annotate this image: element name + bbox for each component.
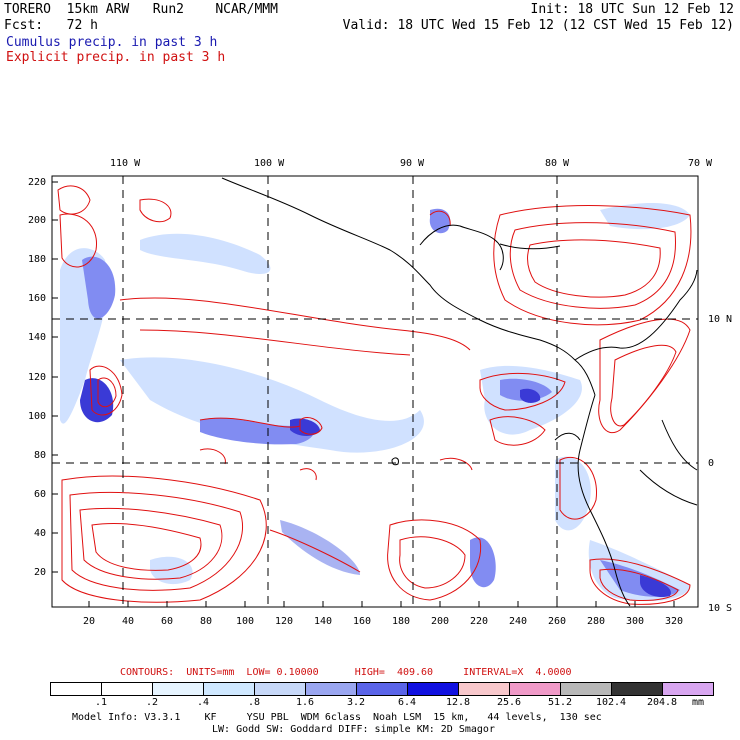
colorbar-swatch xyxy=(408,683,459,695)
colorbar-swatch xyxy=(51,683,102,695)
lon-label: 70 W xyxy=(688,158,713,169)
axis-ticks xyxy=(52,181,675,607)
y-tick-label: 100 xyxy=(28,411,46,422)
y-tick-label: 200 xyxy=(28,215,46,226)
header-init-time: Init: 18 UTC Sun 12 Feb 12 xyxy=(530,2,735,17)
x-tick-labels: 20 40 60 80 100 120 140 160 180 200 220 … xyxy=(83,616,683,627)
x-tick-label: 280 xyxy=(587,616,605,627)
x-tick-label: 300 xyxy=(626,616,644,627)
colorbar-label: .1 xyxy=(94,697,108,708)
x-tick-label: 40 xyxy=(122,616,134,627)
lon-label: 90 W xyxy=(400,158,425,169)
y-tick-label: 40 xyxy=(34,528,46,539)
coastlines xyxy=(221,177,698,607)
x-tick-label: 120 xyxy=(275,616,293,627)
colorbar-swatch xyxy=(459,683,510,695)
legend-cumulus-precip: Cumulus precip. in past 3 h xyxy=(6,35,218,50)
colorbar-swatch xyxy=(255,683,306,695)
colorbar-label: 204.8 xyxy=(646,697,678,708)
lat-label: 10 S xyxy=(708,603,732,614)
x-tick-label: 80 xyxy=(200,616,212,627)
colorbar-label: 102.4 xyxy=(595,697,627,708)
colorbar-label: .2 xyxy=(145,697,159,708)
header-valid-time: Valid: 18 UTC Wed 15 Feb 12 (12 CST Wed … xyxy=(342,18,734,33)
x-tick-label: 320 xyxy=(665,616,683,627)
x-tick-label: 140 xyxy=(314,616,332,627)
model-info-line2: LW: Godd SW: Goddard DIFF: simple KM: 2D… xyxy=(212,724,495,735)
colorbar-label: 12.8 xyxy=(445,697,471,708)
y-tick-label: 160 xyxy=(28,293,46,304)
colorbar-swatch xyxy=(102,683,153,695)
colorbar-swatch xyxy=(663,683,713,695)
precip-map: 110 W 100 W 90 W 80 W 70 W 10 N 0 10 S 2… xyxy=(28,158,732,627)
y-tick-label: 120 xyxy=(28,372,46,383)
colorbar-label: .8 xyxy=(247,697,261,708)
colorbar-unit: mm xyxy=(691,697,705,708)
colorbar-swatch xyxy=(153,683,204,695)
colorbar-swatch xyxy=(612,683,663,695)
colorbar-label: 51.2 xyxy=(547,697,573,708)
colorbar-label: 6.4 xyxy=(397,697,417,708)
header-forecast-hour: Fcst: 72 h xyxy=(4,18,98,33)
colorbar-label: 3.2 xyxy=(346,697,366,708)
x-tick-label: 160 xyxy=(353,616,371,627)
colorbar xyxy=(50,682,714,696)
lon-labels: 110 W 100 W 90 W 80 W 70 W xyxy=(110,158,713,169)
lat-lon-grid xyxy=(52,176,698,607)
colorbar-label: 1.6 xyxy=(295,697,315,708)
lat-label: 0 xyxy=(708,458,714,469)
contours-info: CONTOURS: UNITS=mm LOW= 0.10000 HIGH= 40… xyxy=(120,667,572,678)
x-tick-label: 260 xyxy=(548,616,566,627)
y-tick-labels: 220 200 180 160 140 120 100 80 60 40 20 xyxy=(28,177,46,578)
x-tick-label: 200 xyxy=(431,616,449,627)
colorbar-label: .4 xyxy=(196,697,210,708)
x-tick-label: 220 xyxy=(470,616,488,627)
header-line1-left: TORERO 15km ARW Run2 NCAR/MMM xyxy=(4,2,278,17)
y-tick-label: 180 xyxy=(28,254,46,265)
colorbar-label: 25.6 xyxy=(496,697,522,708)
y-tick-label: 220 xyxy=(28,177,46,188)
y-tick-label: 80 xyxy=(34,450,46,461)
lat-labels: 10 N 0 10 S xyxy=(708,314,732,614)
y-tick-label: 140 xyxy=(28,332,46,343)
explicit-precip-contours xyxy=(57,185,692,605)
lat-label: 10 N xyxy=(708,314,732,325)
y-tick-label: 20 xyxy=(34,567,46,578)
colorbar-swatch xyxy=(204,683,255,695)
x-tick-label: 100 xyxy=(236,616,254,627)
y-tick-label: 60 xyxy=(34,489,46,500)
colorbar-labels: .1 .2 .4 .8 1.6 3.2 6.4 12.8 25.6 51.2 1… xyxy=(50,697,710,709)
legend-explicit-precip: Explicit precip. in past 3 h xyxy=(6,50,226,65)
x-tick-label: 240 xyxy=(509,616,527,627)
x-tick-label: 60 xyxy=(161,616,173,627)
lon-label: 80 W xyxy=(545,158,570,169)
colorbar-swatch xyxy=(306,683,357,695)
lon-label: 100 W xyxy=(254,158,285,169)
model-info-line1: Model Info: V3.3.1 KF YSU PBL WDM 6class… xyxy=(72,712,602,723)
colorbar-swatch xyxy=(510,683,561,695)
lon-label: 110 W xyxy=(110,158,141,169)
colorbar-swatch xyxy=(561,683,612,695)
x-tick-label: 20 xyxy=(83,616,95,627)
colorbar-swatch xyxy=(357,683,408,695)
x-tick-label: 180 xyxy=(392,616,410,627)
